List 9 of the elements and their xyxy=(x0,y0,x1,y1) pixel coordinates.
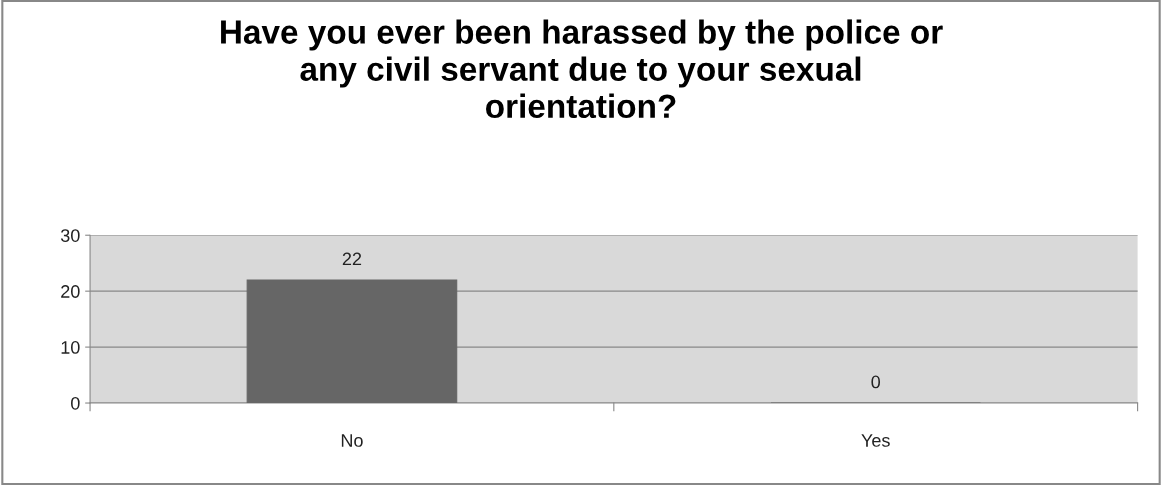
data-label: 22 xyxy=(342,252,362,266)
x-tick-label: Yes xyxy=(861,434,890,447)
chart-title: Have you ever been harassed by the police or any civil servant due to your sexual orientation? xyxy=(221,19,943,119)
x-tick-label: No xyxy=(341,434,363,447)
y-tick-label: 20 xyxy=(61,285,80,298)
y-tick-label: 30 xyxy=(60,229,80,242)
y-tick-label: 10 xyxy=(61,341,80,354)
y-tick-label: 0 xyxy=(71,396,80,410)
data-label: 0 xyxy=(871,375,881,389)
